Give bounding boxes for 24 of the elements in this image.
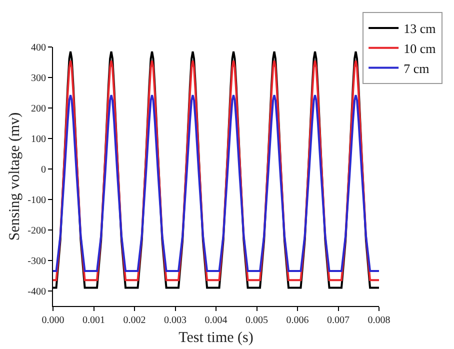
x-tick-label: 0.006 xyxy=(286,315,309,326)
x-tick-label: 0.007 xyxy=(327,315,350,326)
x-tick-label: 0.000 xyxy=(42,315,64,326)
x-tick-label: 0.005 xyxy=(246,315,268,326)
legend-label: 10 cm xyxy=(404,40,436,56)
x-tick-label: 0.003 xyxy=(164,315,186,326)
y-tick-label: 400 xyxy=(31,42,46,54)
x-tick-label: 0.001 xyxy=(82,315,105,326)
x-tick-label: 0.002 xyxy=(123,315,146,326)
legend-label: 7 cm xyxy=(404,60,430,76)
x-tick-label: 0.008 xyxy=(368,315,390,326)
y-tick-label: 0 xyxy=(41,164,46,176)
x-axis-title: Test time (s) xyxy=(178,330,254,346)
y-tick-label: -200 xyxy=(28,225,46,236)
y-tick-label: 300 xyxy=(31,72,46,84)
line-series xyxy=(53,94,379,272)
y-tick-label: -100 xyxy=(28,194,46,206)
y-tick-label: -300 xyxy=(28,256,46,267)
y-tick-label: -400 xyxy=(28,286,46,298)
y-tick-label: 100 xyxy=(31,134,46,145)
y-tick-label: 200 xyxy=(31,103,46,114)
y-axis-title: Sensing voltage (mv) xyxy=(6,112,23,241)
x-tick-label: 0.004 xyxy=(204,315,228,326)
legend-label: 13 cm xyxy=(404,21,436,36)
